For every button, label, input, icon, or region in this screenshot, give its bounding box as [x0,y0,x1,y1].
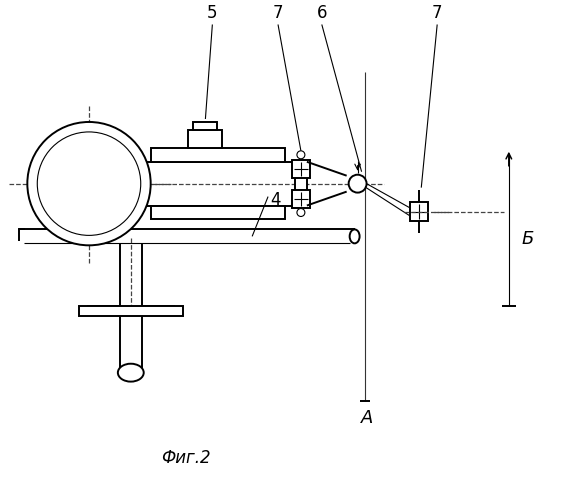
Ellipse shape [350,230,360,243]
Bar [295,162,307,206]
Circle shape [27,122,151,246]
Bar [151,148,285,162]
Bar [151,206,285,220]
Circle shape [349,174,367,192]
Text: 6: 6 [316,4,327,22]
Bar [193,122,217,130]
Circle shape [297,151,305,159]
Bar [79,306,183,316]
Text: Фиг.2: Фиг.2 [161,449,210,467]
Text: А: А [360,410,373,428]
Bar [292,160,310,178]
Text: 5: 5 [207,4,218,22]
Circle shape [297,208,305,216]
Text: 7: 7 [273,4,283,22]
Bar [411,202,428,222]
Bar [292,190,310,208]
Text: Б: Б [522,230,534,248]
Bar [188,130,222,148]
Text: 7: 7 [432,4,442,22]
Ellipse shape [118,364,144,382]
Text: 4: 4 [270,190,280,208]
